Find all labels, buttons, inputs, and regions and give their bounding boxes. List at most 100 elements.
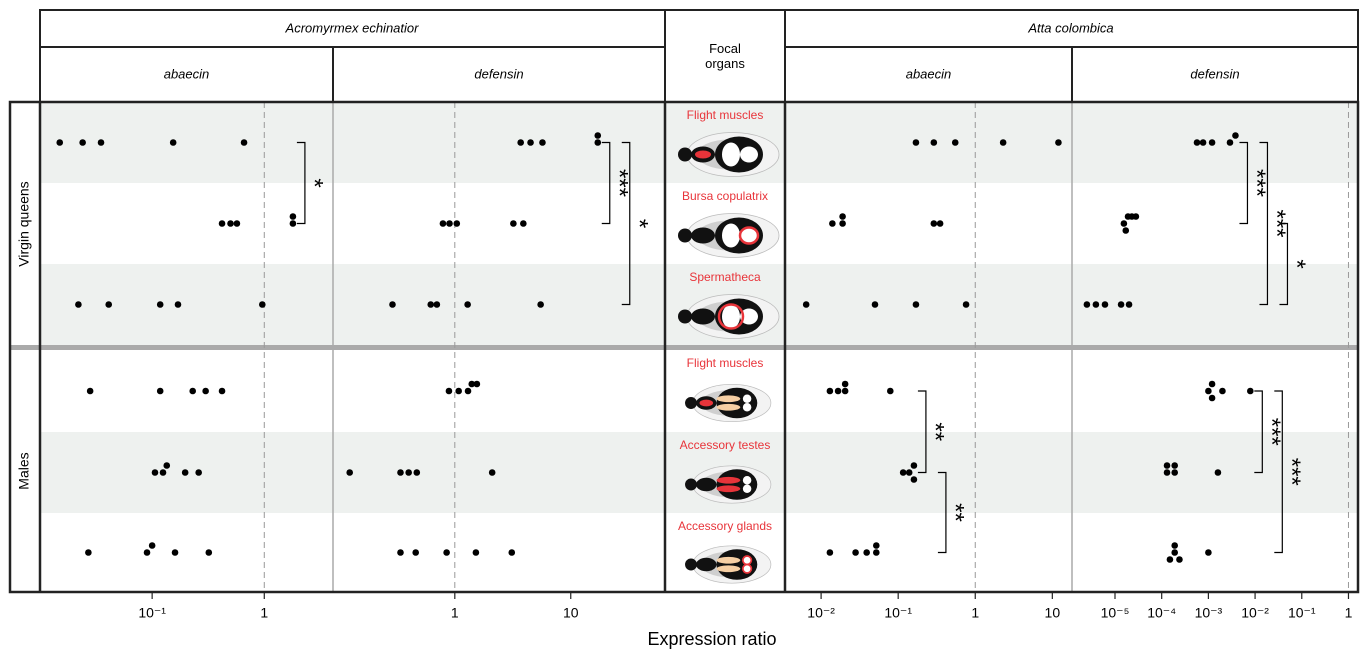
data-point [389, 301, 396, 308]
icon-organ [722, 304, 740, 329]
organ-icon [678, 294, 780, 339]
data-point [159, 469, 167, 476]
icon-highlight [695, 150, 711, 159]
data-point [148, 542, 156, 549]
species-header: Acromyrmex echinatior [285, 20, 420, 35]
frame [8, 9, 1360, 594]
data-point [872, 549, 880, 556]
data-point [962, 301, 970, 308]
icon-organ [742, 476, 752, 485]
data-point [829, 220, 836, 227]
data-point [218, 220, 226, 227]
data-point [227, 220, 234, 227]
data-point [189, 387, 197, 395]
significance-bracket [1259, 141, 1269, 306]
data-point [999, 139, 1007, 146]
x-tick-label: 1 [260, 605, 268, 621]
data-point [872, 542, 880, 549]
icon-organ [722, 223, 740, 248]
organ-icon [685, 465, 772, 504]
significance-bracket [601, 141, 611, 225]
icon-thorax [691, 308, 715, 325]
x-tick-label: 10⁻¹ [1288, 605, 1316, 621]
organ-icon [678, 213, 780, 258]
icon-head [685, 397, 697, 409]
significance-bracket [1279, 222, 1289, 306]
x-tick-label: 10⁻⁴ [1147, 605, 1176, 621]
data-point [1055, 139, 1062, 146]
data-point [594, 132, 602, 139]
icon-gaster [716, 549, 758, 580]
data-point [86, 387, 94, 395]
data-point [1083, 301, 1091, 308]
icon-organ [722, 142, 740, 167]
data-point [1176, 556, 1183, 563]
data-point [1120, 220, 1128, 227]
icon-head [678, 309, 692, 324]
data-point [594, 139, 602, 146]
data-point [1208, 394, 1216, 402]
significance-label: *** [1243, 169, 1270, 197]
data-point [871, 301, 879, 308]
focal-header: Focal organs [705, 41, 745, 71]
data-point [1125, 301, 1133, 308]
data-point [1246, 387, 1254, 395]
row-label: Virgin queens [16, 181, 32, 266]
data-point [453, 220, 461, 227]
icon-organ [716, 565, 741, 573]
icon-organ [742, 403, 752, 412]
icon-thorax [691, 227, 715, 244]
data-point [473, 380, 481, 388]
icon-organ [716, 395, 741, 403]
data-point [905, 469, 913, 476]
data-point [527, 139, 534, 146]
data-point [289, 220, 297, 227]
data-point [433, 301, 441, 308]
significance-bracket [1239, 141, 1249, 225]
significance-label: *** [605, 169, 632, 197]
data-point [537, 301, 544, 308]
data-point [151, 469, 159, 476]
data-point [446, 220, 453, 227]
icon-organ [740, 146, 758, 163]
data-point [899, 469, 907, 476]
data-point [258, 301, 266, 308]
data-point [443, 549, 450, 556]
significance-bracket [1274, 390, 1283, 554]
data-point [174, 301, 182, 308]
data-point [1092, 301, 1100, 308]
icon-organ [742, 484, 752, 493]
icon-organ [742, 563, 753, 574]
data-point [56, 139, 64, 146]
data-point [405, 469, 412, 476]
significance-label: ** [922, 422, 949, 441]
data-point [156, 301, 164, 308]
organ-label: Accessory glands [678, 519, 772, 533]
data-point [412, 549, 420, 556]
significance-label: * [1283, 259, 1310, 268]
icon-highlight [699, 399, 714, 407]
data-point [841, 380, 849, 388]
significance-bracket [1254, 390, 1263, 474]
data-point [171, 549, 179, 556]
significance-label: *** [1278, 458, 1305, 486]
focal-title: Focal organs [705, 41, 745, 71]
icon-gaster [716, 387, 758, 419]
data-point [508, 549, 516, 556]
icon-organ [716, 403, 741, 411]
data-point [202, 387, 209, 395]
data-point [1171, 469, 1179, 476]
data-point [1232, 132, 1239, 139]
significance-bracket [296, 141, 306, 225]
data-point [289, 213, 297, 220]
data-frame [8, 100, 1360, 594]
panel-title: abaecin [164, 66, 210, 81]
panel-title: defensin [474, 66, 523, 81]
data-point [912, 301, 920, 308]
data-point [181, 469, 189, 476]
icon-organ [742, 555, 753, 566]
organ-label: Accessory testes [680, 438, 771, 452]
data-point [427, 301, 435, 308]
